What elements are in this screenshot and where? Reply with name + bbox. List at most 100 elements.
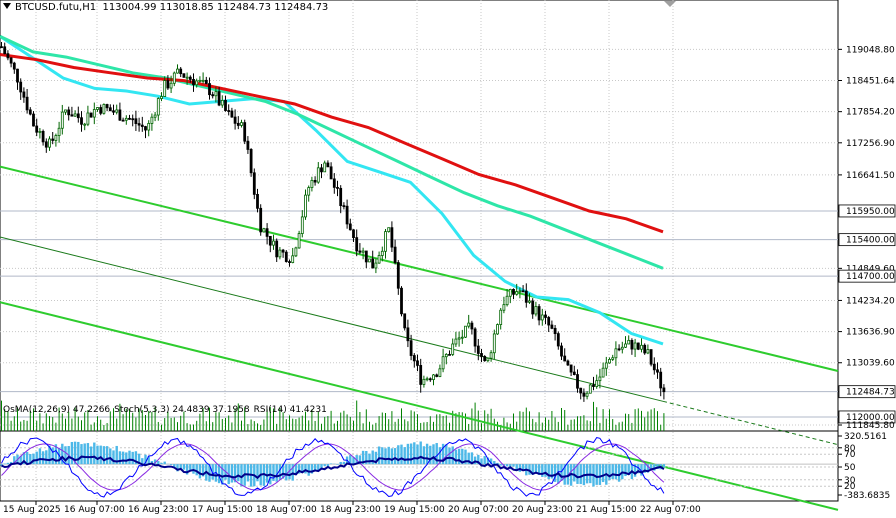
indicator-axis-label: 70 (844, 450, 856, 460)
osma-bar (579, 464, 582, 485)
candle-body (380, 250, 384, 256)
osma-bar (438, 447, 442, 465)
osma-bar (528, 464, 531, 475)
candle-body (656, 369, 659, 373)
osma-bar (617, 464, 621, 482)
candle-body (646, 349, 650, 354)
candle-body (649, 349, 653, 365)
indicator-axis-label: 20 (844, 482, 856, 492)
candle-body (492, 333, 496, 354)
candle-body (214, 91, 218, 97)
time-label: 15 Aug 2025 (3, 505, 61, 515)
channel-upper (0, 165, 664, 330)
candle-body (422, 378, 426, 385)
candle-body (540, 314, 544, 321)
candle-body (179, 68, 183, 75)
candle-body (614, 348, 618, 359)
price-label: 113039.60 (846, 359, 895, 369)
osma-bar (534, 464, 538, 474)
osma-bar (573, 464, 576, 482)
candle-body (291, 255, 295, 263)
candle-body (16, 68, 19, 83)
candle-body (80, 117, 83, 125)
candle-body (630, 339, 634, 350)
osma-bar (422, 446, 426, 465)
indicator-axis-label: 50 (844, 463, 856, 473)
osma-bar (544, 464, 547, 477)
osma-bar (240, 464, 243, 487)
osma-bar (77, 441, 80, 465)
osma-bar (70, 441, 74, 465)
price-label: 111845.80 (846, 421, 895, 431)
candle-body (403, 313, 407, 329)
candle-body (153, 114, 157, 118)
candle-body (227, 110, 231, 112)
osma-bar (377, 446, 381, 465)
osma-bar (22, 452, 26, 465)
osma-bar (441, 443, 445, 465)
candle-body (521, 290, 525, 293)
candle-body (265, 228, 269, 237)
osma-bar (397, 445, 400, 465)
candle-body (396, 262, 400, 289)
candle-body (137, 123, 141, 126)
channel-middle (0, 236, 664, 402)
osma-bar (489, 458, 493, 465)
osma-bar (230, 464, 234, 483)
candle-body (467, 322, 471, 327)
price-label: 114234.20 (846, 296, 895, 306)
candle-body (432, 374, 435, 380)
candle-body (220, 99, 224, 106)
candle-body (566, 360, 570, 366)
candle-body (400, 287, 403, 315)
osma-bar (211, 464, 214, 480)
osma-bar (38, 448, 42, 465)
osma-bar (464, 449, 467, 465)
indicator-axis-label: 320.5161 (844, 432, 887, 442)
candle-body (9, 57, 13, 64)
osma-bar (144, 454, 147, 465)
osma-bar (624, 464, 627, 477)
osma-bar (105, 446, 109, 465)
candle-body (550, 324, 554, 329)
moving-averages (0, 34, 664, 346)
osma-bar (83, 443, 86, 465)
price-label-box (838, 385, 896, 399)
osma-bar (73, 441, 77, 465)
dropdown-triangle-icon[interactable] (3, 3, 11, 9)
price-label: 116641.50 (846, 171, 895, 181)
candle-body (636, 342, 640, 350)
osma-bar (121, 451, 125, 465)
osma-bar (643, 464, 646, 473)
price-label-box (838, 233, 896, 247)
osma-bar (371, 450, 374, 465)
osma-bar (512, 464, 515, 467)
osma-bar (217, 464, 221, 484)
osma-bar (496, 462, 499, 465)
candle-body (579, 387, 583, 394)
candle-body (617, 348, 621, 351)
osma-bar (400, 444, 403, 465)
osma-bar (29, 454, 32, 465)
osma-bar (595, 464, 598, 485)
chart-shift-marker[interactable] (664, 1, 676, 7)
ema-line (0, 53, 664, 234)
indicator-axis-label: 80 (844, 444, 856, 454)
candle-body (592, 384, 595, 387)
stoch-main-line (1, 437, 665, 498)
oscillators (0, 437, 838, 498)
candle-body (96, 107, 99, 110)
osma-bar (160, 462, 163, 465)
candle-body (345, 205, 349, 225)
osma-bar (41, 451, 45, 465)
osma-bar (365, 451, 368, 465)
osma-bar (531, 464, 534, 475)
candle-body (528, 300, 531, 303)
osma-bar (189, 464, 192, 471)
candle-body (32, 113, 35, 127)
candle-body (560, 345, 563, 357)
candle-body (144, 126, 147, 131)
candle-body (259, 207, 263, 233)
candle-body (390, 227, 394, 248)
